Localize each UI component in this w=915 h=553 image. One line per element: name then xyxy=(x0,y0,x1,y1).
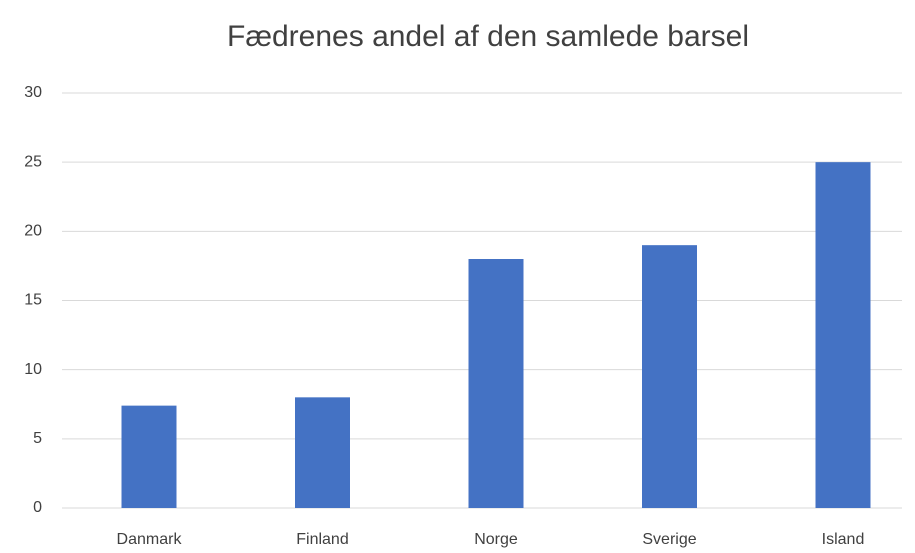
y-tick-label: 30 xyxy=(24,84,42,101)
y-tick-label: 0 xyxy=(33,499,42,516)
x-tick-label: Finland xyxy=(296,531,348,548)
bar xyxy=(295,397,350,508)
y-tick-label: 20 xyxy=(24,223,42,240)
bar xyxy=(642,245,697,508)
bar xyxy=(815,162,871,508)
x-tick-label: Island xyxy=(822,531,865,548)
x-tick-label: Danmark xyxy=(117,531,183,548)
bar xyxy=(121,405,177,508)
y-tick-label: 25 xyxy=(24,153,42,170)
y-tick-label: 5 xyxy=(33,430,42,447)
chart-title: Fædrenes andel af den samlede barsel xyxy=(227,20,749,53)
y-tick-label: 15 xyxy=(24,292,42,309)
bar xyxy=(468,259,524,508)
x-tick-label: Norge xyxy=(474,531,518,548)
x-tick-label: Sverige xyxy=(642,531,696,548)
y-tick-label: 10 xyxy=(24,361,42,378)
